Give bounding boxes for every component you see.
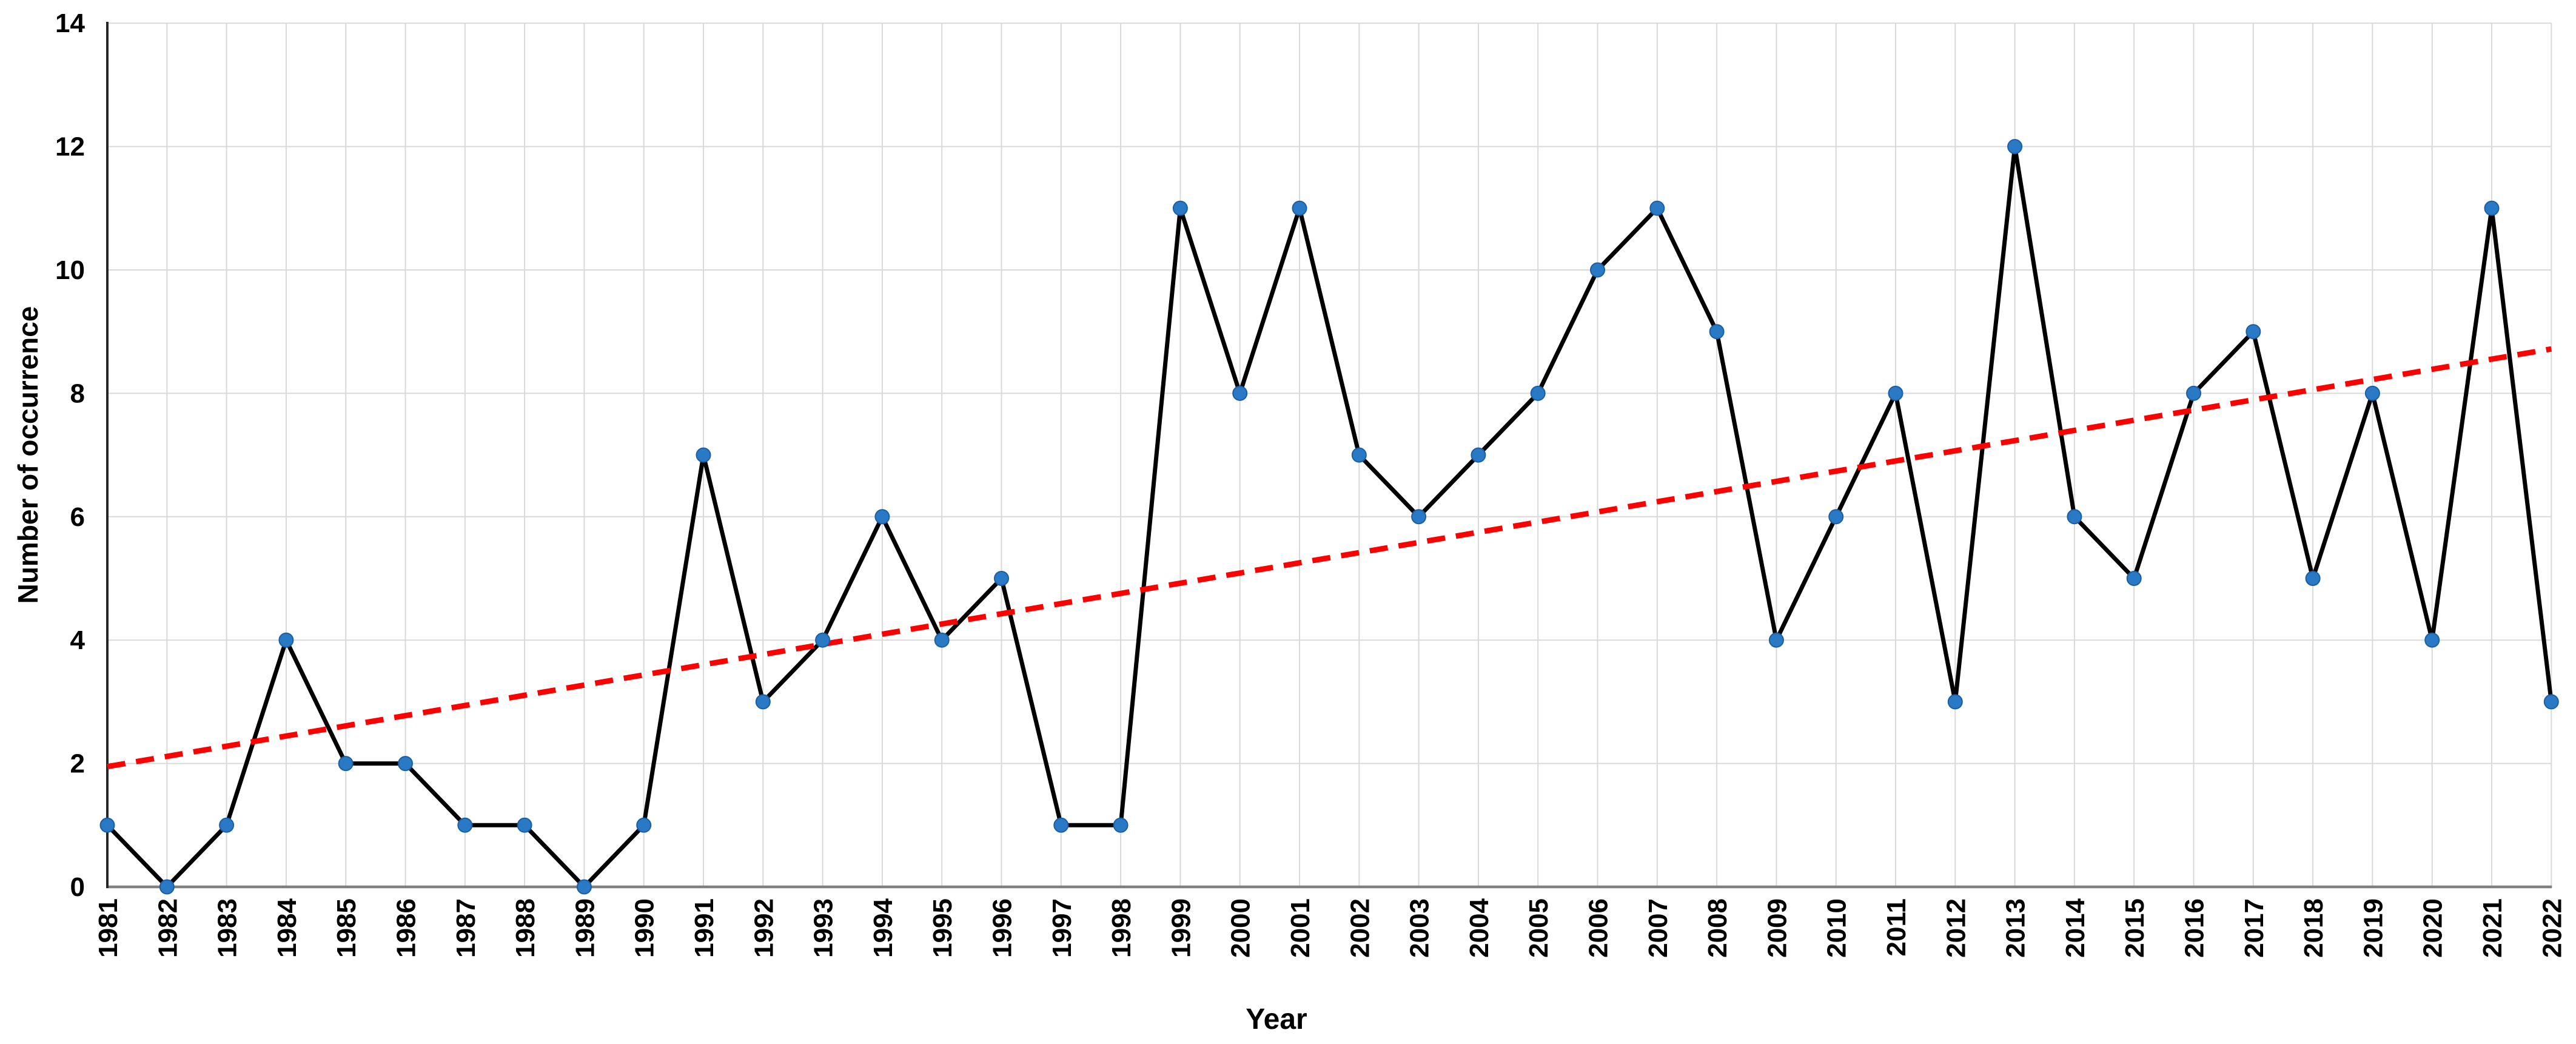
x-tick-label: 2008 <box>1703 898 1732 958</box>
data-point <box>2424 632 2440 648</box>
data-point <box>1530 385 1546 401</box>
x-tick-label: 2005 <box>1524 898 1554 958</box>
data-point <box>755 694 771 710</box>
x-tick-label: 1983 <box>213 898 243 958</box>
data-point <box>1351 447 1367 463</box>
trendline <box>107 346 2552 770</box>
x-tick-label: 2020 <box>2418 898 2448 958</box>
data-point <box>1113 817 1129 833</box>
x-tick-label: 2006 <box>1584 898 1614 958</box>
data-point <box>2186 385 2201 401</box>
x-tick-label: 1990 <box>630 898 660 958</box>
data-point <box>636 817 652 833</box>
data-point <box>934 632 950 648</box>
data-point <box>219 817 235 833</box>
x-tick-label: 1985 <box>332 898 361 958</box>
x-tick-label: 1989 <box>570 898 600 958</box>
x-tick-label: 1993 <box>809 898 839 958</box>
data-point <box>2364 385 2380 401</box>
data-point <box>994 571 1009 586</box>
data-point <box>1947 694 1963 710</box>
x-tick-label: 2011 <box>1882 898 1911 956</box>
x-tick-label: 1999 <box>1166 898 1196 958</box>
x-tick-label: 1987 <box>451 898 481 958</box>
x-tick-label: 2003 <box>1405 898 1435 958</box>
data-point <box>1411 509 1427 525</box>
y-axis-title: Number of occurrence <box>12 306 44 604</box>
x-tick-label: 2000 <box>1226 898 1256 958</box>
x-tick-label: 2012 <box>1941 898 1971 958</box>
y-tick-label: 8 <box>70 379 85 408</box>
x-tick-label: 2001 <box>1286 898 1315 958</box>
y-tick-label: 2 <box>70 749 85 779</box>
x-tick-label: 2017 <box>2239 898 2269 958</box>
x-tick-label: 2019 <box>2358 898 2388 958</box>
x-tick-label: 2022 <box>2537 898 2567 958</box>
x-tick-label: 2013 <box>2001 898 2031 958</box>
x-tick-label: 2021 <box>2478 898 2507 958</box>
x-tick-label: 1997 <box>1047 898 1077 958</box>
data-point <box>99 817 115 833</box>
y-tick-label: 4 <box>70 625 86 655</box>
x-tick-label: 1994 <box>868 898 898 957</box>
data-point <box>338 756 354 772</box>
data-point <box>2067 509 2082 525</box>
data-point <box>398 756 413 772</box>
x-tick-label: 2018 <box>2299 898 2329 958</box>
x-tick-label: 2007 <box>1643 898 1673 958</box>
data-point <box>2007 139 2023 155</box>
y-tick-label: 6 <box>70 502 85 532</box>
x-axis-title: Year <box>1246 1003 1307 1036</box>
data-point <box>815 632 831 648</box>
data-point <box>278 632 294 648</box>
x-tick-label: 2015 <box>2120 898 2150 958</box>
x-tick-label: 1998 <box>1107 898 1136 958</box>
x-tick-label: 1981 <box>93 898 123 958</box>
data-point <box>1709 324 1725 340</box>
y-tick-label: 14 <box>55 8 85 38</box>
x-tick-label: 1995 <box>928 898 958 958</box>
x-tick-label: 2016 <box>2180 898 2210 958</box>
data-point <box>2305 571 2321 586</box>
data-point <box>576 879 592 895</box>
data-line <box>105 144 2554 889</box>
data-point <box>1292 200 1307 216</box>
x-tick-label: 1984 <box>272 898 302 957</box>
y-tick-label: 0 <box>70 872 85 902</box>
data-point <box>874 509 890 525</box>
data-point <box>1232 385 1248 401</box>
data-point <box>2484 200 2500 216</box>
y-tick-label: 12 <box>55 132 85 162</box>
data-point <box>1471 447 1486 463</box>
data-point <box>457 817 473 833</box>
data-point <box>517 817 532 833</box>
data-point <box>2246 324 2261 340</box>
y-tick-label: 10 <box>55 255 85 285</box>
data-point <box>2126 571 2142 586</box>
x-tick-label: 2009 <box>1762 898 1792 958</box>
x-tick-label: 1982 <box>153 898 183 958</box>
data-point <box>1172 200 1188 216</box>
data-point <box>696 447 711 463</box>
x-tick-label: 1991 <box>689 898 719 958</box>
data-point <box>159 879 175 895</box>
data-point <box>1590 262 1605 278</box>
x-tick-label: 2014 <box>2061 898 2090 957</box>
data-point <box>2543 694 2559 710</box>
data-point <box>1053 817 1069 833</box>
x-tick-label: 2004 <box>1464 898 1494 957</box>
data-point <box>1768 632 1784 648</box>
x-tick-label: 1992 <box>749 898 779 958</box>
x-tick-label: 2010 <box>1822 898 1852 958</box>
data-point <box>1888 385 1903 401</box>
x-tick-label: 1986 <box>392 898 421 958</box>
x-tick-label: 2002 <box>1345 898 1375 958</box>
data-point <box>1649 200 1665 216</box>
data-point <box>1828 509 1844 525</box>
x-tick-label: 1996 <box>988 898 1018 958</box>
x-tick-label: 1988 <box>511 898 540 958</box>
